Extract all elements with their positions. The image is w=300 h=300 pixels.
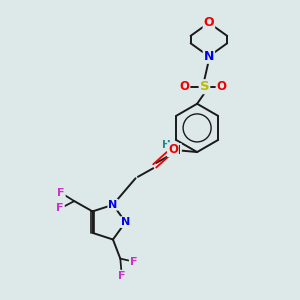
Text: F: F [130, 256, 137, 267]
Text: O: O [168, 143, 178, 156]
Text: N: N [108, 200, 118, 210]
Text: N: N [171, 144, 181, 157]
Text: O: O [217, 80, 226, 93]
Text: N: N [121, 217, 130, 227]
Text: F: F [57, 188, 65, 198]
Text: H: H [162, 140, 171, 150]
Text: O: O [204, 16, 214, 29]
Text: N: N [204, 50, 214, 63]
Text: F: F [118, 271, 125, 281]
Text: O: O [179, 80, 190, 93]
Text: F: F [56, 203, 64, 214]
Text: S: S [200, 80, 209, 93]
